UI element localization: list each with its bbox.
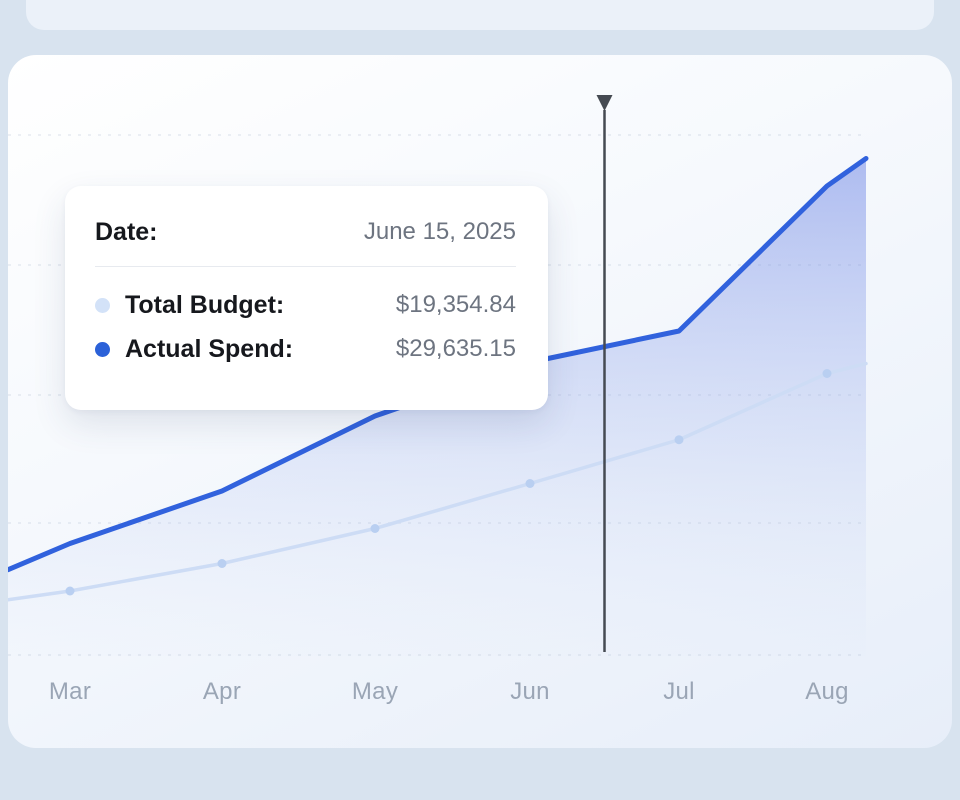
x-axis-label-apr: Apr	[202, 678, 242, 705]
tooltip-date-label: Date:	[95, 217, 158, 246]
actual-spend-label: Actual Spend:	[125, 334, 294, 363]
total-budget-value: $19,354.84	[395, 291, 516, 318]
tooltip-divider	[95, 266, 516, 267]
actual-spend-series-dot	[95, 341, 110, 357]
tooltip-date-value: June 15, 2025	[363, 218, 516, 245]
x-axis-label-aug: Aug	[805, 678, 849, 705]
x-axis-label-may: May	[351, 678, 399, 705]
total-budget-series-dot	[95, 297, 110, 313]
x-axis-label-jul: Jul	[663, 678, 695, 705]
total-budget-label: Total Budget:	[125, 290, 285, 319]
actual-spend-value: $29,635.15	[395, 335, 516, 362]
top-card-edge	[26, 0, 934, 30]
x-axis-label-jun: Jun	[510, 678, 550, 705]
x-axis-label-mar: Mar	[48, 678, 92, 705]
chart-tooltip: Date: June 15, 2025 Total Budget: $19,35…	[65, 186, 548, 410]
